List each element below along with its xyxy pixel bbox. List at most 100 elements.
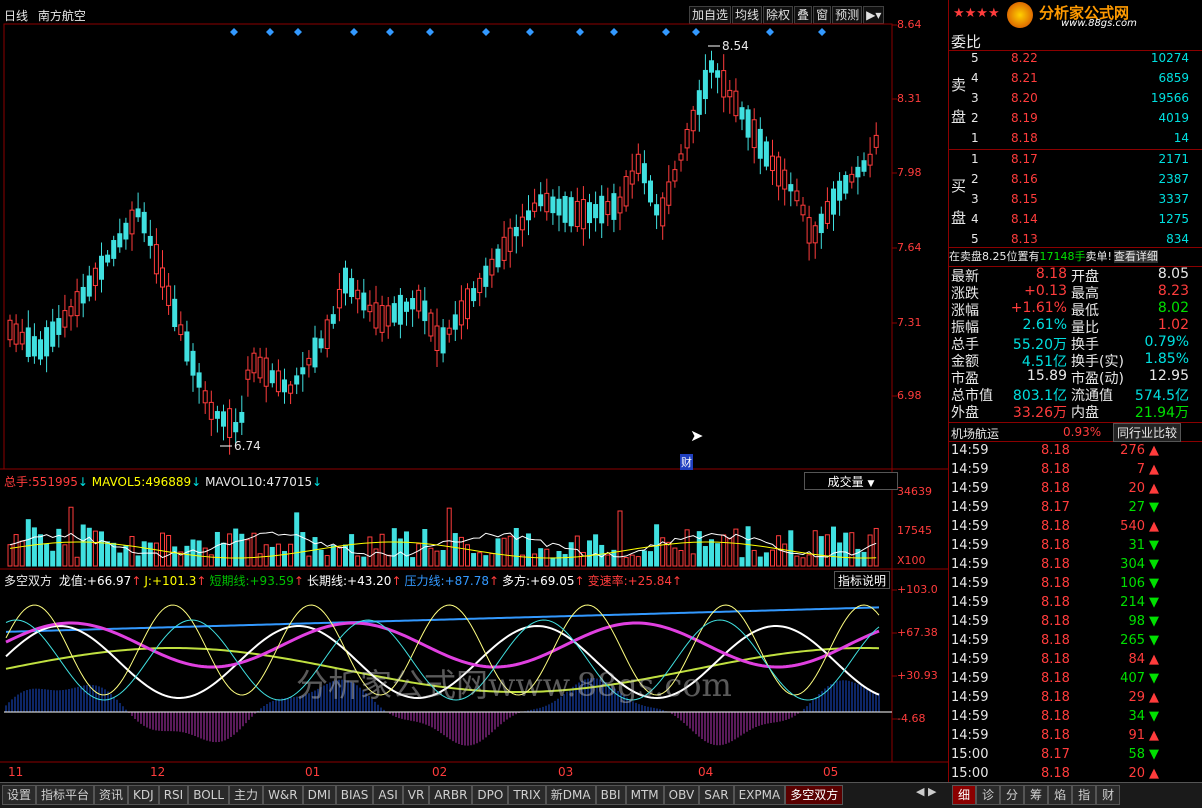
tick-price: 8.18 [1041,614,1070,629]
sell-level-row[interactable]: 3 8.20 19566 [949,89,1202,109]
volume-bar [68,506,74,567]
panel-tab-3[interactable]: 筹 [1024,785,1049,805]
ma-button[interactable]: 均线 [732,6,763,24]
volume-bar [513,527,519,567]
volume-bar [702,546,708,567]
volume-bar [318,549,324,567]
volume-bar [776,535,782,567]
tick-volume: 20 [1128,481,1145,496]
panel-tab-6[interactable]: 财 [1096,785,1121,805]
stat-value: 21.94万 [1134,405,1189,421]
tick-volume: 7 [1136,462,1145,477]
sell-level-row[interactable]: 4 8.21 6859 [949,69,1202,89]
tab-17[interactable]: MTM [625,785,664,805]
stat-value: 8.23 [1157,283,1189,299]
tab-4[interactable]: RSI [158,785,189,805]
tab-13[interactable]: DPO [472,785,509,805]
panel-tab-0[interactable]: 细 [952,785,977,805]
tab-18[interactable]: OBV [663,785,700,805]
stat-row: 总手 55.20万 换手 0.79% [949,334,1202,353]
tab-2[interactable]: 资讯 [94,785,129,805]
tab-19[interactable]: SAR [699,785,734,805]
tab-6[interactable]: 主力 [229,785,264,805]
volume-bar [56,528,62,567]
panel-tab-1[interactable]: 诊 [976,785,1001,805]
candle-body [68,306,74,317]
tab-10[interactable]: ASI [373,785,403,805]
overlay-button[interactable]: 叠 [794,6,813,24]
volume-bar [788,530,794,567]
tab-3[interactable]: KDJ [128,785,159,805]
volume-bar [690,553,696,567]
logo-url: www.88gs.com [1061,18,1137,29]
level-volume: 4019 [1158,111,1189,125]
buy-level-row[interactable]: 1 8.17 2171 [949,150,1202,170]
tab-12[interactable]: ARBR [429,785,473,805]
volume-bar [800,557,806,567]
sell-level-row[interactable]: 2 8.19 4019 [949,109,1202,129]
candle-body [324,319,330,350]
tab-1[interactable]: 指标平台 [36,785,95,805]
tab-7[interactable]: W&R [263,785,303,805]
buy-level-row[interactable]: 3 8.15 3337 [949,190,1202,210]
sell-level-row[interactable]: 5 8.22 10274 [949,49,1202,69]
buy-level-row[interactable]: 2 8.16 2387 [949,170,1202,190]
volume-header: 总手:551995↓ MAVOL5:496889↓ MAVOL10:477015… [4,475,323,489]
tab-0[interactable]: 设置 [2,785,37,805]
candle-body [812,225,818,244]
tick-time: 14:59 [951,576,989,591]
tab-16[interactable]: BBI [595,785,626,805]
tab-8[interactable]: DMI [302,785,336,805]
price-tick: 6.98 [897,389,922,402]
candle-body [648,180,653,203]
sell-level-row[interactable]: 1 8.18 14 [949,129,1202,149]
candle-body [544,192,550,213]
tab-14[interactable]: TRIX [508,785,546,805]
candle-body [849,173,855,183]
indicator-help-button[interactable]: 指标说明 [834,571,890,589]
candle-body [245,369,251,380]
tab-15[interactable]: 新DMA [545,785,596,805]
tick-volume: 98 [1128,614,1145,629]
stat-value: 803.1亿 [1012,388,1067,404]
candle-body [629,170,635,185]
indicator-select[interactable]: 成交量 ▼ [804,472,898,490]
tab-21[interactable]: 多空双方 [785,785,844,805]
tab-20[interactable]: EXPMA [733,785,786,805]
buy-level-row[interactable]: 4 8.14 1275 [949,210,1202,230]
candle-body [733,90,739,117]
panel-tab-4[interactable]: 焰 [1048,785,1073,805]
tab-9[interactable]: BIAS [335,785,374,805]
volume-bar [86,527,92,567]
tab-scroll-icon[interactable]: ◀ ▶ [916,785,937,798]
chart-area[interactable]: 日线 南方航空 加自选 均线 除权叠窗预测 ▶▾ 8.64 8.31 7.98 7.6… [0,0,948,782]
indicator-item-value: +87.78 [444,574,489,588]
finance-marker[interactable]: 财 [680,454,693,470]
candle-body [641,163,647,184]
tick-time: 14:59 [951,443,989,458]
indicator-value-0: 龙值:+66.97↑ [59,574,142,588]
tick-row: 15:00 8.18 20 ▲ [949,765,1202,784]
panel-tab-2[interactable]: 分 [1000,785,1025,805]
forecast-button[interactable]: 预测 [832,6,863,24]
view-detail-link[interactable]: 查看详细 [1113,250,1158,263]
add-watchlist-button[interactable]: 加自选 [689,6,732,24]
candle-body [794,190,800,202]
tick-price: 8.18 [1041,443,1070,458]
level-number: 3 [971,91,979,105]
tab-5[interactable]: BOLL [188,785,230,805]
up-arrow-icon: ↑ [293,574,304,588]
volume-bar [824,534,830,567]
panel-tab-5[interactable]: 指 [1072,785,1097,805]
exright-button[interactable]: 除权 [763,6,794,24]
down-arrow-icon: ▼ [1149,538,1159,553]
candle-body [227,408,233,438]
buy-level-row[interactable]: 5 8.13 834 [949,230,1202,250]
candle-body [391,303,397,323]
volume-bar [568,542,574,567]
play-icon[interactable]: ▶▾ [863,6,885,24]
industry-compare-button[interactable]: 同行业比较 [1113,423,1182,442]
stat-value: 55.20万 [1012,337,1067,353]
volume-bar [727,537,733,567]
tab-11[interactable]: VR [402,785,430,805]
